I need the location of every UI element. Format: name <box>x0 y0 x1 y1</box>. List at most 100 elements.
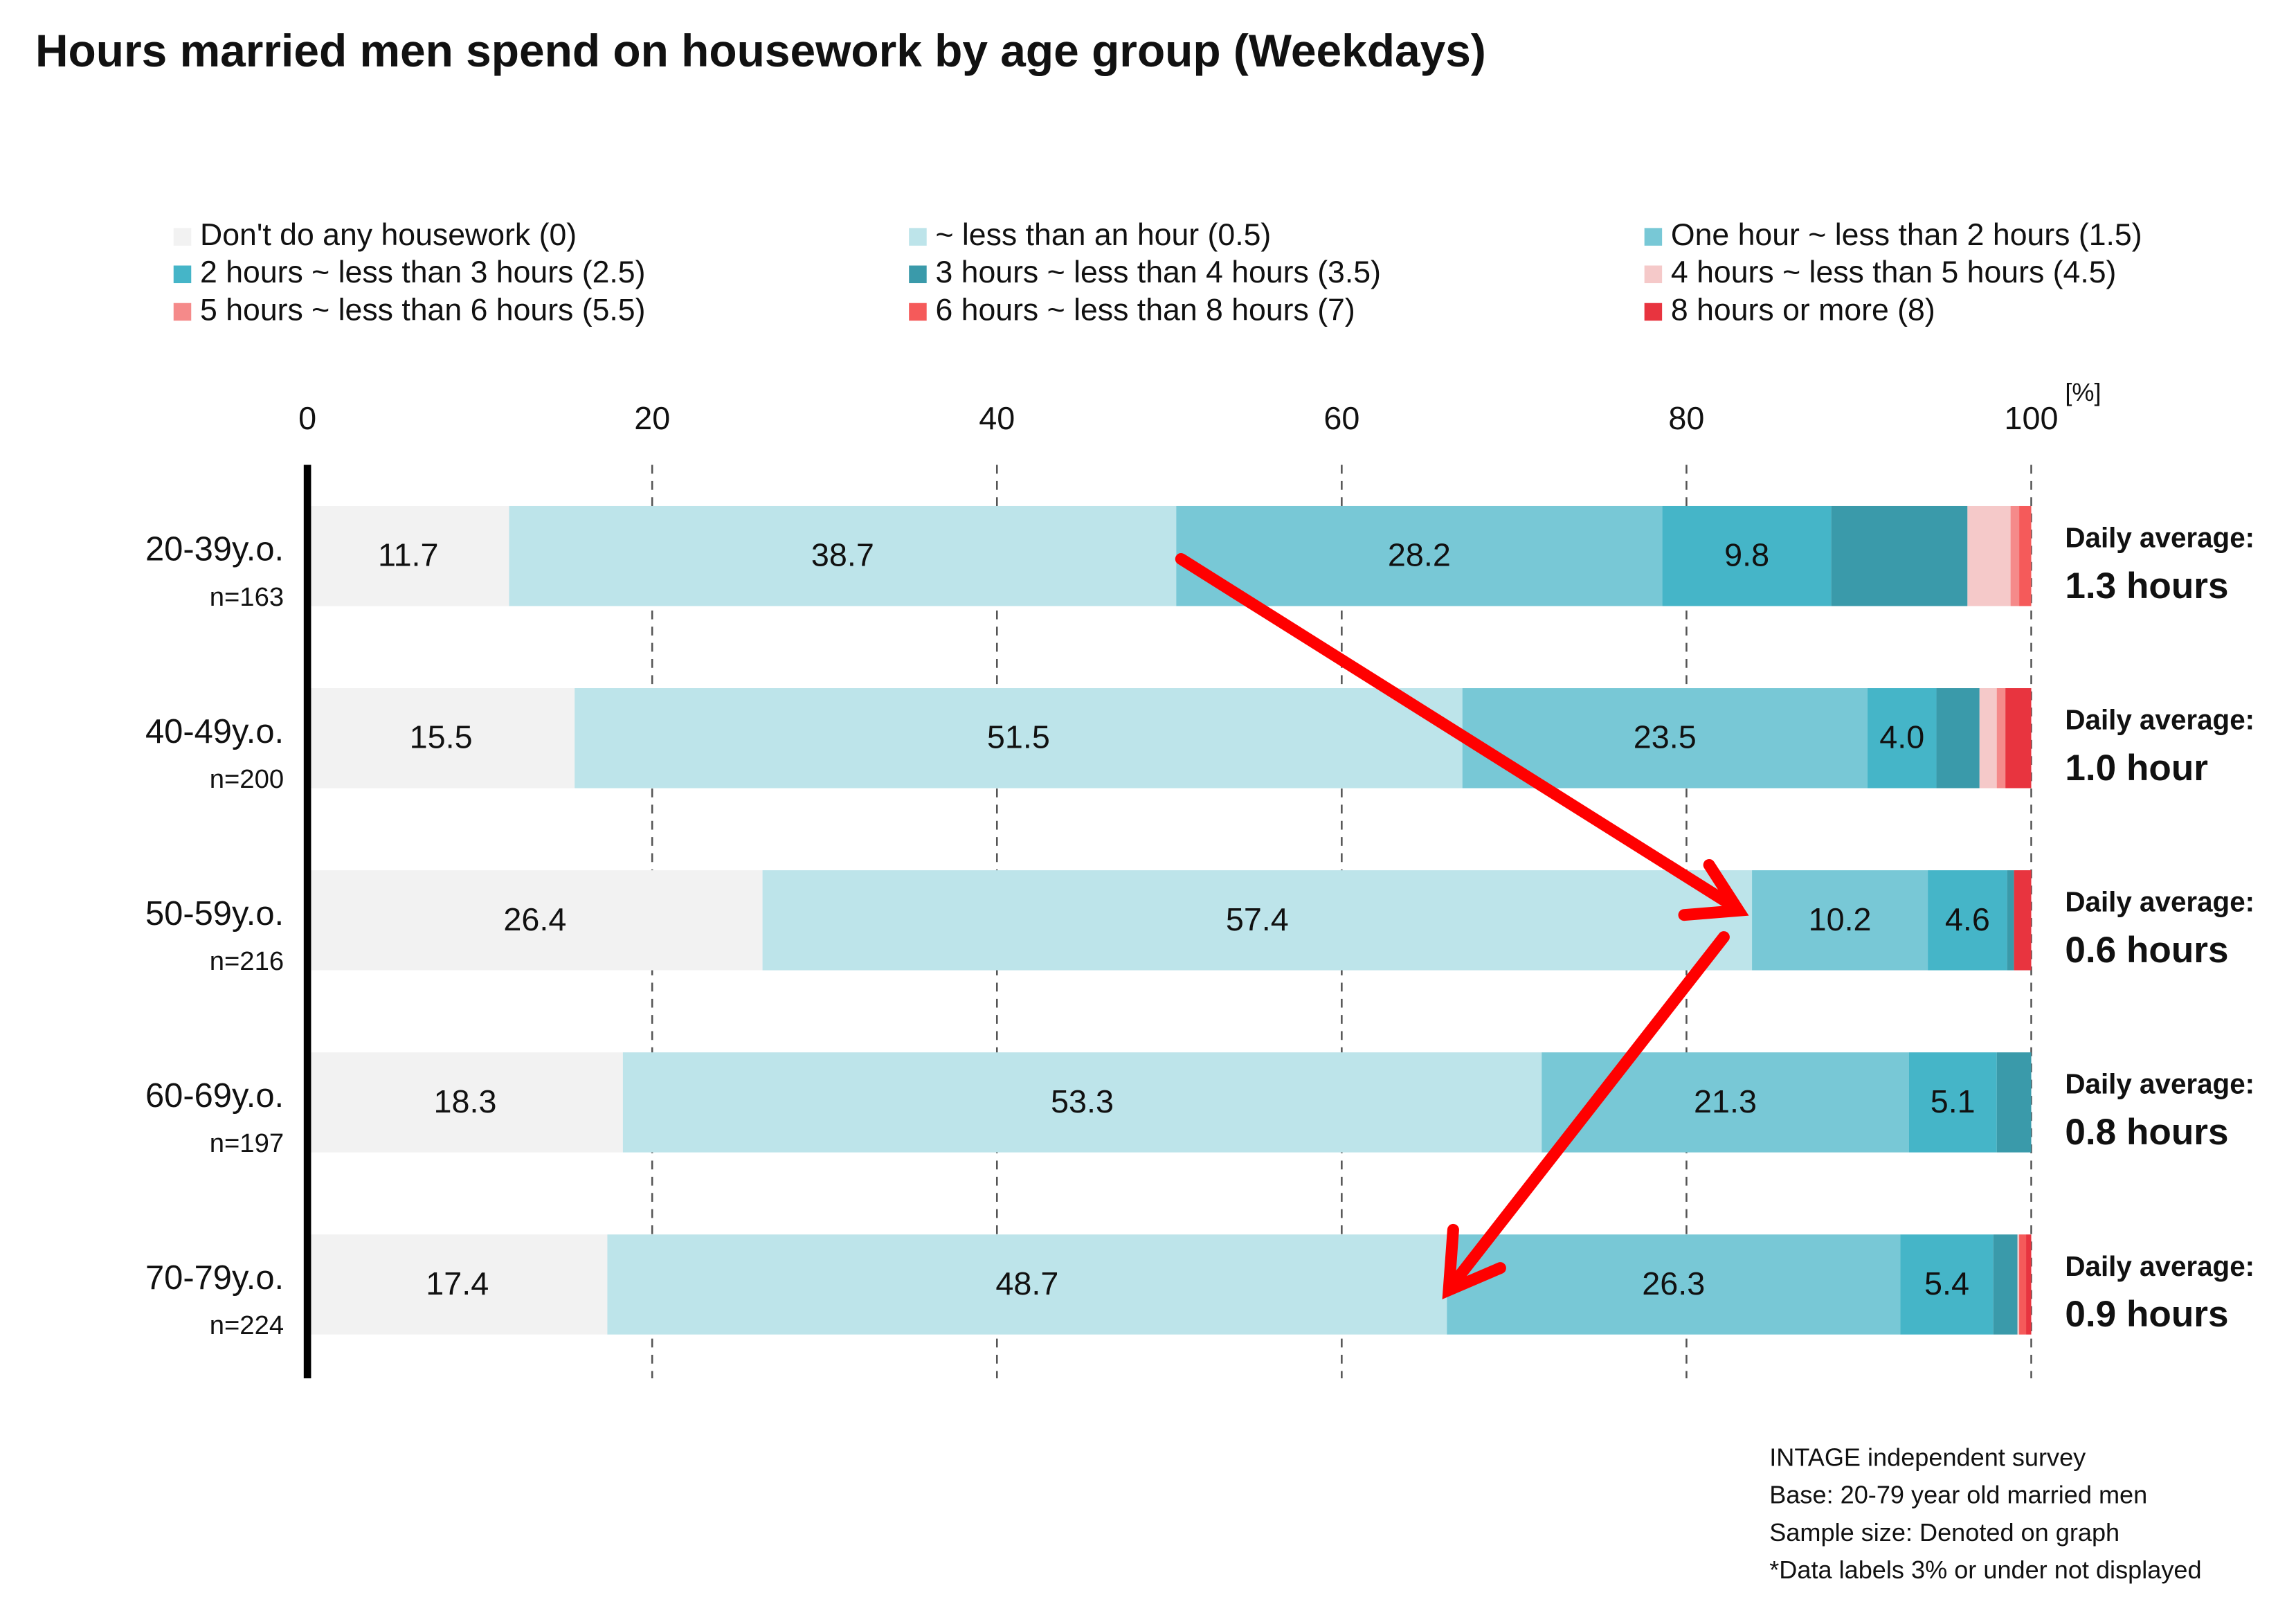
data-label: 4.6 <box>1945 901 1990 937</box>
daily-average-label: Daily average: <box>2065 522 2254 554</box>
data-label: 15.5 <box>410 719 473 755</box>
bar-segment <box>1447 1234 1901 1335</box>
bar-segment <box>1908 1052 1997 1153</box>
data-label: 10.2 <box>1809 901 1872 937</box>
legend-label: Don't do any housework (0) <box>200 218 577 252</box>
legend-label: 8 hours or more (8) <box>1671 293 1935 327</box>
legend-label: One hour ~ less than 2 hours (1.5) <box>1671 218 2142 252</box>
sample-size: n=224 <box>210 1310 284 1340</box>
data-label: 38.7 <box>811 537 874 573</box>
data-label: 4.0 <box>1879 719 1924 755</box>
bar-segment <box>1867 688 1937 789</box>
x-tick-label: 0 <box>298 400 316 436</box>
bar-segment <box>1662 505 1832 606</box>
bar-segment <box>307 1052 623 1153</box>
bar-segment <box>2005 688 2032 789</box>
x-tick-label: 80 <box>1668 400 1704 436</box>
legend-swatch <box>173 265 192 284</box>
bar-segment <box>2019 505 2032 606</box>
category-label: 60-69y.o. <box>145 1077 284 1115</box>
data-label: 5.1 <box>1931 1083 1976 1119</box>
daily-average-label: Daily average: <box>2065 1250 2254 1282</box>
bar-segment <box>622 1052 1542 1153</box>
sample-size: n=163 <box>210 582 284 612</box>
bar-segment <box>1993 1234 2018 1335</box>
data-label: 23.5 <box>1634 719 1697 755</box>
data-label: 53.3 <box>1051 1083 1114 1119</box>
bar-segment <box>2007 870 2014 971</box>
x-tick-label: 40 <box>979 400 1015 436</box>
legend-label: 5 hours ~ less than 6 hours (5.5) <box>200 293 645 327</box>
legend-swatch <box>909 228 927 246</box>
category-label: 40-49y.o. <box>145 713 284 750</box>
bar-segment <box>1996 1052 2032 1153</box>
bar-segment <box>2019 1234 2027 1335</box>
arrow-head <box>1678 858 1749 921</box>
category-label: 20-39y.o. <box>145 531 284 568</box>
data-label: 26.4 <box>503 901 566 937</box>
daily-average-label: Daily average: <box>2065 886 2254 918</box>
legend-label: ~ less than an hour (0.5) <box>935 218 1271 252</box>
data-label: 57.4 <box>1226 901 1289 937</box>
daily-average-label: Daily average: <box>2065 704 2254 736</box>
legend-swatch <box>1644 228 1663 246</box>
data-label: 48.7 <box>995 1265 1058 1301</box>
bar-segment <box>1542 1052 1909 1153</box>
note: INTAGE independent survey <box>1769 1443 2086 1471</box>
bar-segment <box>1752 870 1928 971</box>
daily-average-value: 0.8 hours <box>2065 1112 2228 1153</box>
bar-segment <box>307 870 763 971</box>
data-label: 51.5 <box>987 719 1050 755</box>
note: *Data labels 3% or under not displayed <box>1769 1556 2201 1584</box>
bar-segment <box>1996 688 2006 789</box>
legend-swatch <box>173 303 192 321</box>
bars: 11.7 38.7 28.2 9.8 15.5 51.5 23.5 4.0 26.4 57.4 10… <box>307 505 2032 1335</box>
arrow <box>1175 552 1742 914</box>
bar-segment <box>1928 870 2007 971</box>
sample-size: n=197 <box>210 1128 284 1158</box>
data-label: 5.4 <box>1924 1265 1969 1301</box>
x-tick-label: 100 <box>2005 400 2059 436</box>
arrow-head <box>1442 1223 1506 1299</box>
note: Sample size: Denoted on graph <box>1769 1518 2119 1547</box>
arrows <box>1175 552 1749 1299</box>
category-label: 70-79y.o. <box>145 1259 284 1297</box>
data-label: 28.2 <box>1388 537 1451 573</box>
bar-segment <box>762 870 1753 971</box>
bar-segment <box>1967 505 2011 606</box>
bar-segment <box>2010 505 2020 606</box>
daily-average-value: 1.3 hours <box>2065 566 2228 606</box>
daily-average-value: 0.9 hours <box>2065 1294 2228 1335</box>
sample-size: n=200 <box>210 764 284 794</box>
legend-label: 2 hours ~ less than 3 hours (2.5) <box>200 255 645 289</box>
bar-segment <box>307 505 509 606</box>
bar-segment <box>2017 1234 2020 1335</box>
bar-segment <box>607 1234 1447 1335</box>
data-label: 17.4 <box>426 1265 489 1301</box>
legend-swatch <box>909 265 927 284</box>
bar-segment <box>307 688 575 789</box>
x-unit: [%] <box>2065 378 2101 406</box>
legend-swatch <box>909 303 927 321</box>
bar-segment <box>1900 1234 1994 1335</box>
data-label: 9.8 <box>1724 537 1769 573</box>
bar-segment <box>2014 870 2032 971</box>
daily-average-value: 1.0 hour <box>2065 748 2208 789</box>
data-label: 11.7 <box>378 537 439 573</box>
bar-segment <box>1979 688 1997 789</box>
data-label: 26.3 <box>1642 1265 1705 1301</box>
chart-title: Hours married men spend on housework by … <box>35 25 1486 76</box>
legend-label: 3 hours ~ less than 4 hours (3.5) <box>935 255 1380 289</box>
legend-swatch <box>1644 303 1663 321</box>
daily-average-label: Daily average: <box>2065 1068 2254 1100</box>
bar-segment <box>307 1234 608 1335</box>
arrow <box>1445 931 1730 1292</box>
bar-segment <box>575 688 1463 789</box>
bar-segment <box>509 505 1177 606</box>
sample-size: n=216 <box>210 946 284 976</box>
daily-average-value: 0.6 hours <box>2065 930 2228 971</box>
bar-segment <box>1831 505 1968 606</box>
data-label: 18.3 <box>434 1083 497 1119</box>
bar-segment <box>2026 1234 2032 1335</box>
